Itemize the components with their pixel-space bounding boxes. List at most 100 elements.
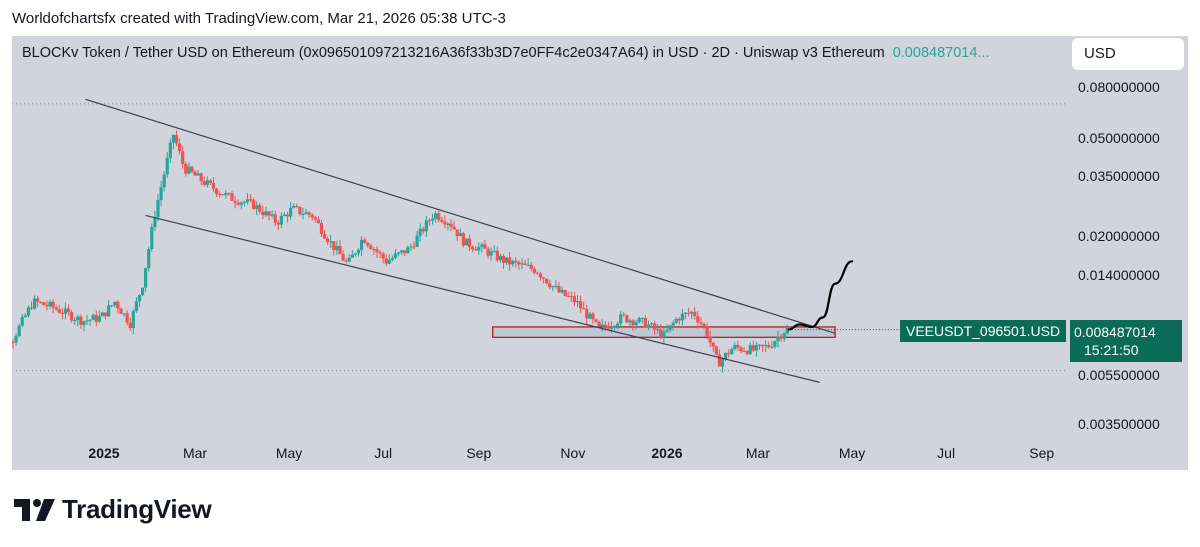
y-tick-label: 0.050000000 [1078, 129, 1160, 146]
candle-body-192 [578, 301, 583, 309]
candle-body-149 [446, 223, 450, 225]
candle-body-243 [736, 344, 740, 348]
candle-body-253 [767, 345, 771, 348]
candle-body-198 [597, 321, 601, 327]
candle-body-137 [409, 246, 413, 248]
candle-body-238 [720, 358, 725, 367]
candle-body-235 [711, 342, 715, 347]
candle-body-157 [471, 247, 475, 250]
candle-body-19 [45, 305, 49, 307]
x-tick-label: Sep [466, 445, 492, 461]
candle-body-94 [276, 222, 280, 225]
y-tick-label: 0.080000000 [1078, 79, 1160, 95]
currency-button[interactable]: USD [1072, 38, 1184, 70]
candle-body-74 [214, 188, 219, 194]
candle-body-48 [134, 301, 138, 312]
candle-body-189 [569, 296, 573, 298]
candle-body-218 [659, 329, 663, 338]
candle-body-121 [359, 239, 364, 250]
tradingview-logo-text: TradingView [62, 494, 212, 524]
candle-body-133 [396, 252, 401, 254]
candle-body-215 [649, 323, 654, 325]
candle-body-230 [696, 316, 700, 323]
candle-body-224 [677, 318, 681, 321]
candle-body-124 [369, 245, 373, 250]
candle-body-156 [467, 238, 472, 248]
candle-body-191 [575, 301, 580, 303]
candle-body-30 [79, 316, 83, 325]
candle-body-256 [776, 336, 780, 342]
candle-body-170 [511, 260, 515, 265]
candle-body-167 [501, 255, 506, 263]
candle-body-257 [779, 336, 783, 339]
candle-body-209 [631, 320, 635, 325]
candle-body-8 [12, 341, 15, 343]
candle-body-187 [563, 290, 567, 296]
candle-body-160 [480, 244, 484, 247]
candle-body-47 [131, 311, 135, 329]
candle-body-239 [723, 352, 728, 359]
candle-body-252 [764, 345, 768, 347]
candle-body-172 [517, 262, 521, 265]
candle-body-181 [545, 278, 549, 284]
candle-body-98 [289, 207, 293, 217]
candle-body-216 [653, 323, 657, 330]
candle-body-232 [702, 323, 706, 327]
candle-body-176 [529, 264, 533, 269]
candle-body-140 [418, 228, 422, 236]
candle-body-135 [403, 250, 407, 254]
candle-body-217 [656, 329, 660, 331]
x-tick-label: May [838, 445, 866, 461]
candle-body-85 [248, 199, 253, 201]
candle-body-207 [625, 315, 629, 323]
tradingview-logo: TradingView [14, 494, 212, 525]
candle-body-168 [504, 257, 509, 263]
candle-body-64 [184, 163, 188, 174]
candle-body-63 [181, 151, 185, 164]
candle-body-15 [32, 298, 37, 309]
candle-body-228 [690, 311, 694, 314]
projection-path [787, 260, 854, 331]
candlestick-chart[interactable] [12, 36, 1188, 470]
candle-body-184 [554, 285, 558, 287]
candle-body-242 [733, 344, 737, 350]
candle-body-97 [285, 214, 290, 217]
candle-body-27 [70, 312, 74, 321]
candle-body-233 [705, 326, 709, 337]
candle-body-152 [455, 229, 459, 237]
candle-body-126 [375, 249, 379, 253]
candle-body-151 [452, 226, 456, 230]
candle-body-108 [319, 223, 324, 234]
candle-body-162 [486, 248, 490, 256]
candle-body-101 [298, 206, 302, 214]
y-tick-label: 0.003500000 [1078, 416, 1160, 432]
candle-body-193 [582, 308, 586, 310]
x-tick-label: 2026 [651, 445, 683, 461]
candle-body-171 [514, 260, 518, 263]
last-price-value: 0.008487014 [1074, 324, 1156, 340]
candle-body-164 [492, 250, 496, 252]
candle-body-109 [322, 233, 327, 239]
candle-body-174 [523, 263, 527, 265]
candle-body-57 [162, 174, 166, 188]
candle-body-10 [17, 325, 21, 337]
candle-body-234 [708, 336, 712, 343]
candle-body-24 [60, 312, 64, 314]
candle-body-42 [116, 301, 120, 309]
candle-body-92 [270, 214, 274, 216]
candle-body-59 [168, 142, 172, 158]
candle-body-16 [36, 298, 40, 302]
candle-body-202 [609, 326, 614, 329]
chart-area[interactable]: BLOCKv Token / Tether USD on Ethereum (0… [12, 36, 1188, 470]
candle-body-250 [757, 344, 762, 346]
chart-credit: Worldofchartsfx created with TradingView… [12, 10, 506, 27]
candle-body-62 [177, 143, 182, 152]
candle-body-128 [381, 253, 385, 259]
candle-body-144 [430, 218, 435, 221]
candle-body-153 [458, 233, 462, 237]
candle-body-169 [508, 257, 512, 265]
candle-body-88 [258, 205, 262, 212]
candle-body-231 [699, 322, 703, 324]
candle-body-103 [304, 212, 308, 214]
candle-body-146 [437, 213, 441, 220]
